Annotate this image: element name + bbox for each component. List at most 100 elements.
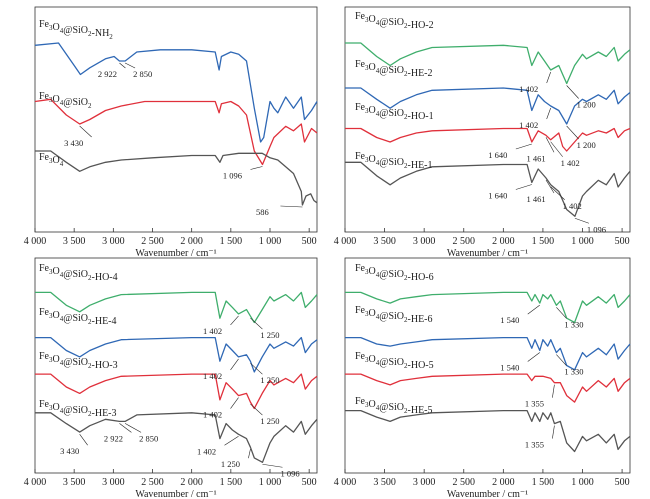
- annotation-arrow: [250, 403, 263, 416]
- annotation-label: 1 461: [526, 153, 545, 163]
- series-line: [34, 98, 318, 166]
- x-tick-label: 3 500: [373, 236, 396, 247]
- series-label: Fe3O4@SiO2-HO-1: [355, 102, 434, 122]
- x-tick-label: 1 000: [571, 236, 594, 247]
- x-tick-label: 1 500: [532, 477, 555, 488]
- annotation-arrow: [230, 315, 239, 326]
- x-tick-label: 4 000: [334, 477, 357, 488]
- annotation-arrow: [515, 143, 532, 150]
- annotation-arrow: [550, 186, 565, 200]
- x-tick-label: 4 000: [24, 236, 47, 247]
- annotation-arrow: [250, 317, 263, 330]
- annotation-label: 1 640: [488, 150, 507, 160]
- annotation-arrow: [546, 107, 551, 120]
- annotation-arrow: [224, 436, 239, 446]
- annotation-arrow: [230, 358, 239, 371]
- annotation-arrow: [556, 354, 567, 366]
- x-tick-label: 500: [302, 236, 317, 247]
- annotation-label: 1 250: [260, 416, 279, 426]
- annotation-arrow: [550, 141, 563, 157]
- x-tick-label: 3 500: [63, 477, 86, 488]
- x-axis-label: Wavenumber / cm⁻¹: [447, 489, 528, 499]
- series-label: Fe3O4@SiO2-HO-4: [39, 263, 118, 283]
- series-label: Fe3O4: [39, 152, 64, 168]
- x-tick-label: 1 000: [259, 477, 282, 488]
- annotation-arrow: [552, 425, 555, 439]
- x-tick-label: 2 500: [453, 477, 476, 488]
- series-line: [35, 336, 318, 373]
- annotation-label: 1 355: [525, 440, 544, 450]
- annotation-arrow: [250, 166, 263, 170]
- x-tick-label: 3 000: [413, 236, 436, 247]
- plot-frame: [34, 257, 318, 474]
- x-axis-label: Wavenumber / cm⁻¹: [135, 489, 216, 499]
- series-label: Fe3O4@SiO2-HE-5: [355, 396, 433, 416]
- series-label: Fe3O4@SiO2-HO-3: [39, 351, 118, 371]
- x-tick-label: 3 500: [63, 236, 86, 247]
- annotation-label: 2 850: [139, 433, 158, 443]
- series-line: [35, 412, 318, 463]
- x-tick-label: 1 500: [532, 236, 555, 247]
- panel-4: 4 000 3 500 3 000 2 500 2 000 1 500 1 000 500 Wa…: [334, 257, 631, 499]
- annotation-label: 1 096: [280, 468, 299, 478]
- annotation-arrow: [556, 307, 567, 319]
- annotation-arrow: [552, 384, 555, 398]
- annotation-arrow: [566, 125, 579, 140]
- x-tick-label: 500: [302, 477, 317, 488]
- series-line: [35, 150, 318, 206]
- annotation-arrow: [79, 125, 92, 138]
- annotation-label: 1 096: [223, 171, 242, 181]
- annotation-label: 1 402: [563, 201, 582, 211]
- annotation-arrow: [262, 463, 283, 468]
- annotation-label: 1 402: [203, 326, 222, 336]
- annotation-arrow: [515, 184, 532, 190]
- series-label: Fe3O4@SiO2-HO-6: [355, 263, 434, 283]
- annotation-label: 1 250: [260, 330, 279, 340]
- annotation-label: 1 250: [221, 459, 240, 469]
- annotation-label: 1 540: [500, 362, 519, 372]
- annotation-arrow: [545, 137, 555, 153]
- annotation-arrow: [248, 449, 251, 459]
- annotation-label: 1 096: [587, 224, 606, 234]
- annotation-label: 1 402: [519, 84, 538, 94]
- series-label: Fe3O4@SiO2-HE-3: [39, 399, 117, 419]
- x-tick-label: 4 000: [24, 477, 47, 488]
- panel-1: 4 000 3 500 3 000 2 500 2 000 1 500 1 000 500 Wa…: [24, 6, 318, 259]
- annotation-label: 1 330: [564, 367, 583, 377]
- annotation-label: 3 430: [64, 138, 83, 148]
- x-tick-label: 4 000: [334, 236, 357, 247]
- annotation-arrow: [124, 62, 136, 69]
- annotation-label: 1 402: [197, 446, 216, 456]
- series-label: Fe3O4@SiO2-HO-5: [355, 351, 434, 371]
- annotation-arrow: [230, 397, 239, 409]
- series-line: [345, 87, 631, 125]
- x-tick-label: 2 000: [492, 477, 515, 488]
- x-tick-label: 2 500: [453, 236, 476, 247]
- x-tick-label: 500: [615, 236, 630, 247]
- plot-frame: [34, 6, 318, 233]
- annotation-arrow: [545, 179, 555, 194]
- series-line: [345, 42, 631, 85]
- annotation-arrow: [250, 362, 263, 375]
- annotation-arrow: [280, 205, 303, 208]
- annotation-arrow: [79, 433, 88, 446]
- annotation-arrow: [527, 352, 540, 362]
- annotation-label: 1 200: [577, 100, 596, 110]
- annotation-label: 1 461: [526, 194, 545, 204]
- annotation-label: 1 250: [260, 375, 279, 385]
- annotation-arrow: [566, 85, 579, 99]
- x-axis-label: Wavenumber / cm⁻¹: [135, 248, 216, 259]
- panel-3: 4 000 3 500 3 000 2 500 2 000 1 500 1 000 500 Wa…: [24, 257, 318, 499]
- annotation-label: 1 540: [500, 315, 519, 325]
- series-line: [35, 373, 318, 410]
- series-line: [345, 409, 631, 453]
- x-tick-label: 500: [615, 477, 630, 488]
- annotation-label: 1 402: [203, 371, 222, 381]
- annotation-label: 1 402: [561, 158, 580, 168]
- annotation-label: 3 430: [60, 446, 79, 456]
- x-tick-label: 3 000: [102, 477, 125, 488]
- series-label: Fe3O4@SiO2-HE-2: [355, 59, 433, 79]
- annotation-label: 1 402: [519, 120, 538, 130]
- annotation-label: 1 330: [564, 319, 583, 329]
